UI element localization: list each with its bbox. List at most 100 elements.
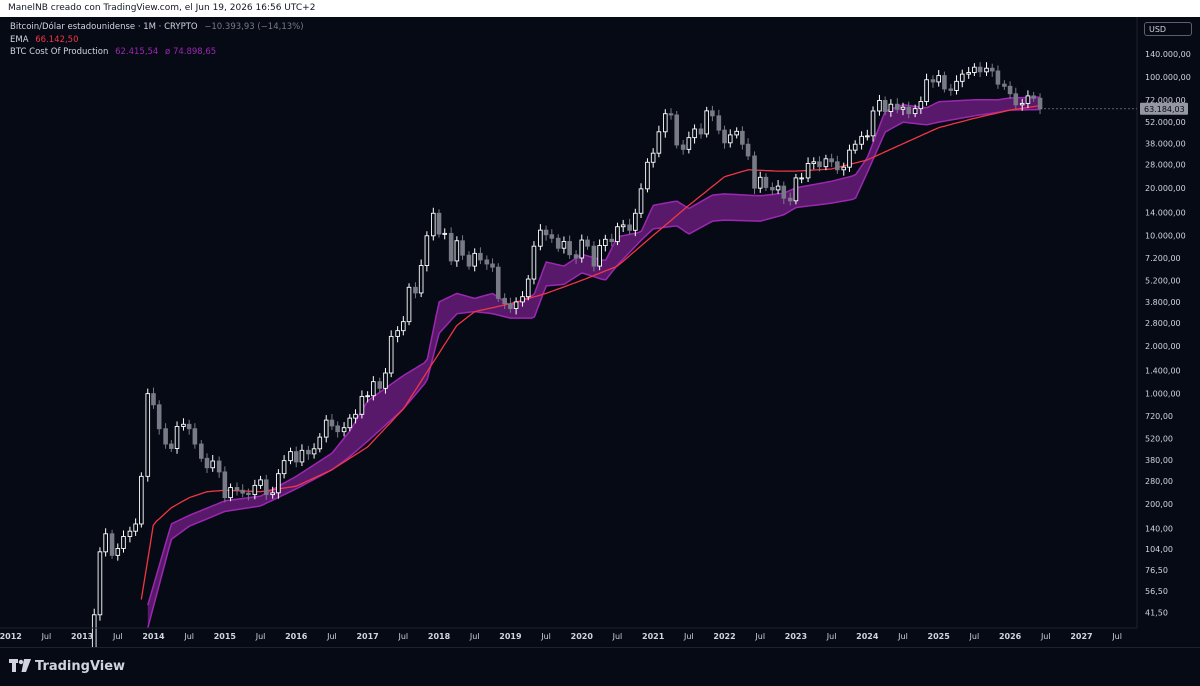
candle-body [633, 212, 638, 231]
y-tick-label: 38.000,00 [1145, 140, 1186, 149]
candle-body [311, 448, 317, 455]
candle-body [722, 129, 727, 144]
candle-body [388, 335, 394, 374]
candle-body [484, 259, 490, 265]
time-axis[interactable]: 2012 Jul 2013 Jul 2014 Jul 2015 Jul 2016 Jul 2017 J… [0, 627, 1137, 641]
credit-bar: ManelNB creado con TradingView.com, el J… [0, 0, 1200, 17]
candle-body [186, 423, 192, 430]
x-tick-label: Jul [326, 632, 337, 641]
candle-body [466, 254, 472, 267]
candle-body [686, 137, 692, 150]
candle-body [234, 487, 240, 491]
y-tick-label: 140.000,00 [1145, 50, 1191, 59]
candle-body [900, 106, 906, 110]
candle-body [859, 135, 864, 145]
ema-label[interactable]: EMA [10, 34, 29, 45]
x-tick-label: Jul [683, 632, 694, 641]
tradingview-brand[interactable]: TradingView [9, 656, 125, 676]
candle-body [490, 263, 495, 268]
candle-body [775, 185, 781, 191]
x-tick-label: Jul [255, 632, 266, 641]
candle-body [787, 197, 793, 202]
candle-body [121, 536, 126, 549]
candle-body [460, 240, 465, 256]
candle-body [276, 473, 281, 494]
footer-bar [0, 647, 1200, 686]
candle-body [656, 131, 662, 154]
candle-body [591, 245, 597, 267]
candle-body [763, 176, 769, 188]
y-tick-label: 56,50 [1145, 587, 1168, 596]
candle-body [216, 460, 222, 473]
x-tick-label: Jul [183, 632, 194, 641]
x-tick-label: Jul [826, 632, 837, 641]
candle-body [454, 240, 460, 262]
legend-cop-row: BTC Cost Of Production 62.415,54 ø 74.89… [10, 46, 304, 59]
cop-label[interactable]: BTC Cost Of Production [10, 47, 109, 57]
candle-body [663, 113, 668, 133]
candle-body [145, 393, 151, 477]
candle-body [948, 88, 954, 91]
x-tick-label: 2022 [713, 632, 735, 641]
cop-upper-line [147, 96, 1041, 606]
y-tick-label: 3.800,00 [1145, 298, 1181, 307]
last-price-tag: 63.184,03 [1040, 102, 1188, 115]
candle-body [597, 245, 602, 267]
candle-body [823, 158, 829, 168]
candle-body [841, 166, 847, 171]
candle-body [263, 479, 269, 496]
tradingview-wordmark: TradingView [35, 658, 126, 674]
candle-body [698, 128, 704, 135]
candle-body [383, 372, 388, 389]
candle-body [770, 187, 775, 191]
y-tick-label: 76,50 [1145, 566, 1168, 575]
candle-body [930, 79, 936, 83]
candle-body [228, 487, 233, 499]
y-tick-label: 28.000,00 [1145, 161, 1186, 170]
candle-body [406, 286, 412, 323]
candle-body [169, 443, 174, 449]
candle-body [151, 393, 156, 406]
candle-body [431, 212, 436, 237]
legend-symbol-row: Bitcoin/Dólar estadounidense · 1M · CRYP… [10, 21, 304, 34]
currency-button[interactable]: USD [1144, 22, 1192, 36]
candle-body [752, 155, 757, 189]
candle-body [966, 72, 971, 75]
candle-body [727, 134, 733, 144]
candle-body [377, 381, 383, 389]
credit-text: ManelNB creado con TradingView.com, el J… [8, 3, 316, 13]
candle-body [252, 484, 258, 496]
x-tick-label: Jul [754, 632, 765, 641]
y-tick-label: 10.000,00 [1145, 231, 1186, 240]
candle-body [852, 143, 858, 151]
candle-body [109, 533, 115, 556]
candle-body [395, 330, 400, 337]
candle-body [650, 152, 656, 163]
y-tick-label: 5.200,00 [1145, 276, 1181, 285]
candle-body [341, 427, 347, 433]
candle-body [502, 297, 507, 305]
candle-body [222, 471, 228, 499]
candle-body [888, 103, 894, 112]
candle-body [561, 241, 567, 249]
candle-body [472, 252, 477, 267]
candle-body [877, 100, 882, 112]
candle-body [620, 224, 626, 228]
candle-body [181, 423, 186, 427]
last-price-label: 63.184,03 [1144, 105, 1185, 114]
candle-body [156, 404, 162, 430]
candle-body [745, 143, 751, 157]
y-tick-label: 20.000,00 [1145, 184, 1186, 193]
candle-body [989, 67, 995, 72]
cop-value-upper: ø 74.898,65 [165, 47, 217, 57]
candle-body [811, 161, 817, 164]
candle-body [555, 237, 561, 249]
candle-body [353, 413, 358, 419]
candle-body [359, 395, 365, 415]
candle-body [258, 479, 263, 486]
symbol-title[interactable]: Bitcoin/Dólar estadounidense · 1M · CRYP… [10, 22, 198, 32]
y-tick-label: 720,00 [1145, 412, 1173, 421]
candle-body [716, 115, 722, 131]
